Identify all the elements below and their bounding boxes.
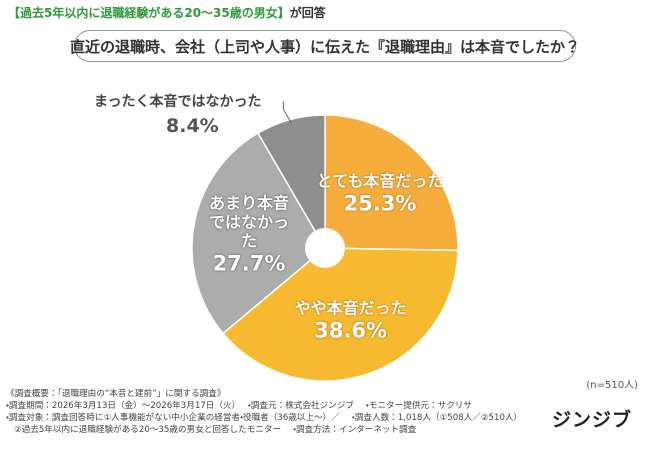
- leader-line: [282, 101, 292, 124]
- value-label: 25.3%: [343, 191, 417, 216]
- category-label: まったく本音ではなかった: [94, 94, 262, 110]
- category-label: とても本音だった: [316, 171, 444, 191]
- survey-target: ・調査対象：調査回答時に①人事機能がない中小企業の経営者・役職者（36歳以上～）…: [6, 413, 340, 423]
- sample-size: (n=510人): [586, 380, 638, 391]
- survey-heading: 《調査概要：「退職理由の“本音と建前”」に関する調査》: [6, 389, 226, 399]
- pie-slice: [221, 247, 459, 382]
- footer-line: ・調査期間：2026年3月13日（金）～2026年3月17日（火） ・調査元：株式…: [6, 400, 534, 412]
- slice-label: まったく本音ではなかった 8.4%: [94, 91, 261, 137]
- header-tag: 【過去5年以内に退職経験がある20～35歳の男女】: [8, 6, 290, 20]
- slice-label: とても本音だった 25.3%: [310, 171, 450, 216]
- pie-slice: [256, 114, 326, 251]
- footer-line: ②過去5年以内に退職経験がある20～35歳の男女と回答したモニター ・調査方法：イ…: [6, 424, 534, 436]
- value-label: 38.6%: [314, 318, 388, 343]
- value-label: 8.4%: [166, 115, 219, 137]
- header: 【過去5年以内に退職経験がある20～35歳の男女】が回答: [8, 4, 326, 21]
- survey-outline: 《調査概要：「退職理由の“本音と建前”」に関する調査》 ・調査期間：2026年3…: [6, 388, 534, 436]
- donut-hole: [305, 228, 345, 268]
- category-label: あまり本音ではなかった: [208, 193, 289, 251]
- pie-slice: [191, 132, 326, 335]
- category-label: やや本音だった: [294, 298, 407, 318]
- slice-label: やや本音だった 38.6%: [281, 298, 421, 343]
- slice-label: あまり本音ではなかった 27.7%: [203, 193, 295, 276]
- monitor-provider: ・モニター提供元：サクリサ: [365, 401, 472, 411]
- value-label: 27.7%: [212, 251, 286, 276]
- footer-line: ・調査対象：調査回答時に①人事機能がない中小企業の経営者・役職者（36歳以上～）…: [6, 412, 534, 424]
- survey-target-2: ②過去5年以内に退職経験がある20～35歳の男女と回答したモニター: [14, 425, 282, 435]
- survey-count: ・調査人数：1,018人（①508人／②510人）: [351, 413, 523, 423]
- pie-slice: [324, 114, 459, 252]
- chart-title: 直近の退職時、会社（上司や人事）に伝えた『退職理由』は本音でしたか？: [70, 30, 580, 62]
- survey-source: ・調査元：株式会社ジンジブ: [247, 401, 354, 411]
- survey-period: ・調査期間：2026年3月13日（金）～2026年3月17日（火）: [6, 401, 236, 411]
- header-suffix: が回答: [289, 6, 326, 20]
- logo: ジンジブ: [551, 409, 632, 431]
- survey-method: ・調査方法：インターネット調査: [293, 425, 417, 435]
